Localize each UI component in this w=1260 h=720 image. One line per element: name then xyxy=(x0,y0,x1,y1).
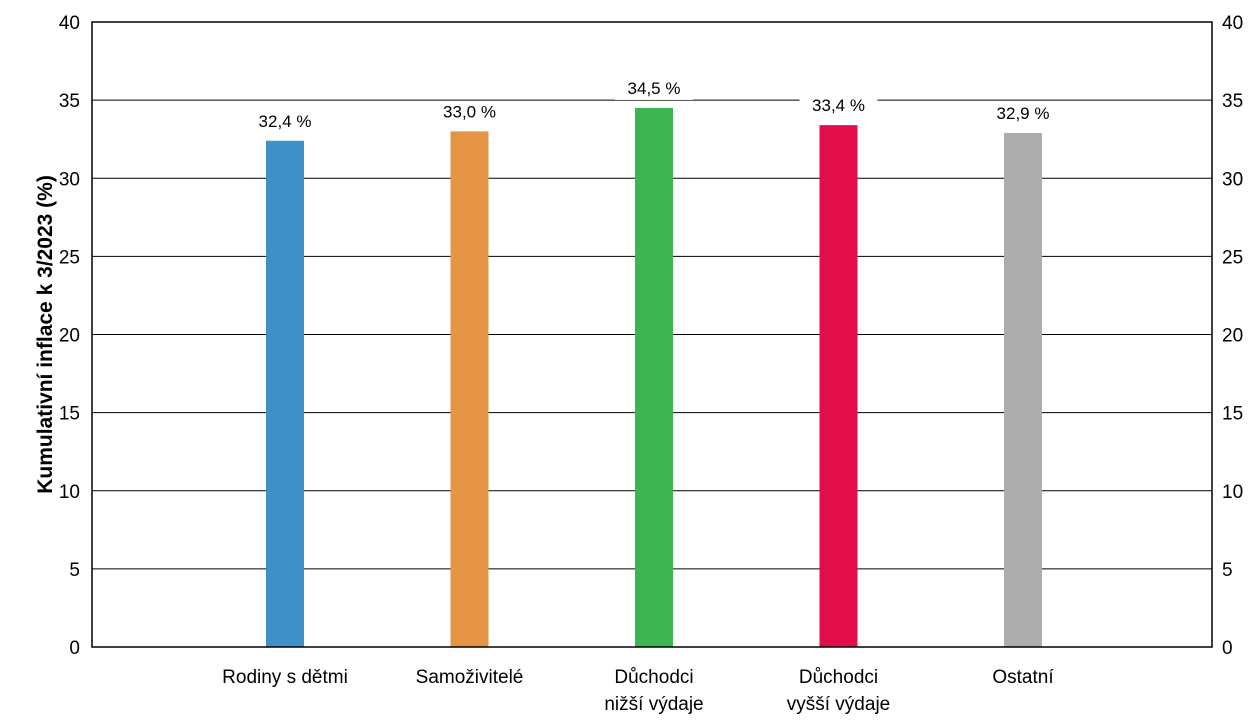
y-tick-label-left: 30 xyxy=(59,169,80,190)
bar xyxy=(635,107,673,647)
data-label: 33,0 % xyxy=(443,102,496,121)
x-category-label: vyšší výdaje xyxy=(787,694,890,715)
y-tick-label-left: 25 xyxy=(59,247,80,268)
x-category-label: nižší výdaje xyxy=(604,694,703,715)
y-tick-label-left: 10 xyxy=(59,482,80,503)
y-tick-label-right: 15 xyxy=(1222,404,1243,425)
data-label-background xyxy=(246,110,324,133)
data-label-background xyxy=(430,101,509,124)
y-tick-label-right: 35 xyxy=(1222,91,1243,112)
data-label-background xyxy=(615,77,693,100)
bar xyxy=(819,125,858,647)
data-label: 32,4 % xyxy=(259,112,312,131)
data-label-background xyxy=(984,102,1062,125)
y-tick-label-right: 30 xyxy=(1222,169,1243,190)
y-tick-label-left: 5 xyxy=(69,560,80,581)
data-label: 32,9 % xyxy=(997,104,1050,123)
y-tick-label-left: 20 xyxy=(59,326,80,347)
y-tick-label-right: 20 xyxy=(1222,326,1243,347)
y-tick-label-left: 15 xyxy=(59,404,80,425)
y-tick-label-right: 25 xyxy=(1222,247,1243,268)
data-label-backgrounds xyxy=(246,77,1062,133)
x-category-label: Důchodci xyxy=(799,667,878,688)
y-tick-label-right: 10 xyxy=(1222,482,1243,503)
bar xyxy=(266,140,304,647)
x-category-label: Ostatní xyxy=(992,667,1054,688)
x-category-label: Rodiny s dětmi xyxy=(222,667,348,688)
x-category-label: Důchodci xyxy=(614,667,693,688)
bar xyxy=(1004,132,1042,647)
data-label-background xyxy=(799,95,878,118)
plot-frame xyxy=(91,21,1213,648)
bar xyxy=(450,131,489,647)
y-tick-label-left: 0 xyxy=(69,638,80,659)
y-tick-label-right: 5 xyxy=(1222,560,1233,581)
y-tick-label-right: 40 xyxy=(1222,13,1243,34)
y-tick-label-right: 0 xyxy=(1222,638,1233,659)
plot-area-border xyxy=(91,21,1213,648)
y-tick-label-left: 40 xyxy=(59,13,80,34)
chart-text: 0 0 5 5 10 10 15 15 20 20 25 25 30 30 35 35 40 40 32,4 % Ro… xyxy=(59,13,1243,715)
y-tick-label-left: 35 xyxy=(59,91,80,112)
bars xyxy=(266,107,1042,647)
data-label: 33,4 % xyxy=(812,96,865,115)
y-axis-title: Kumulativní inflace k 3/2023 (%) xyxy=(34,175,57,494)
data-label: 34,5 % xyxy=(628,79,681,98)
x-category-label: Samoživitelé xyxy=(416,667,524,688)
